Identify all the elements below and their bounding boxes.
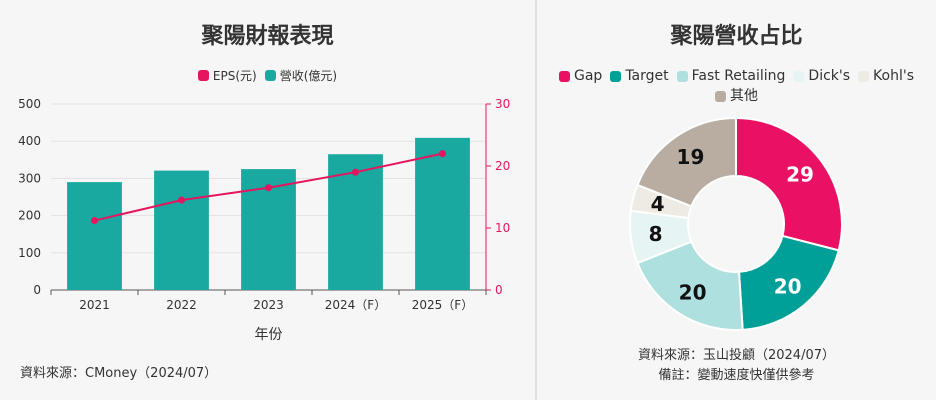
eps-point[interactable]	[352, 168, 359, 176]
pie-legend-item-3[interactable]: Dick's	[793, 66, 850, 86]
pie-slice-label: 20	[774, 274, 802, 298]
x-tick-label: 2021	[79, 298, 110, 312]
y-left-tick: 500	[18, 97, 41, 111]
revenue-bar[interactable]	[328, 154, 383, 290]
pie-slice[interactable]	[735, 116, 843, 252]
pie-slice-label: 19	[677, 145, 705, 169]
legend-swatch	[197, 70, 209, 81]
pie-slice-label: 8	[649, 222, 663, 246]
legend-label: EPS(元)	[212, 69, 257, 83]
x-axis-label: 年份	[255, 327, 283, 343]
revenue-share-source: 資料來源：玉山投顧（2024/07）	[637, 348, 835, 363]
revenue-bar[interactable]	[67, 182, 122, 290]
y-left-tick: 300	[18, 171, 41, 185]
x-tick-label: 2023	[253, 298, 284, 312]
pie-slice-label: 20	[679, 280, 707, 304]
pie-legend-label: Dick's	[808, 68, 851, 84]
y-left-tick: 200	[18, 209, 41, 223]
revenue-share-legend: Gap Target Fast Retailing Dick's Kohl's 其他	[547, 66, 926, 106]
pie-legend-swatch	[610, 70, 622, 82]
eps-point[interactable]	[91, 217, 98, 225]
pie-legend-item-0[interactable]: Gap	[558, 66, 603, 86]
pie-legend-swatch	[558, 70, 570, 82]
pie-legend-swatch	[793, 70, 805, 82]
legend-label: 營收(億元)	[279, 69, 338, 83]
pie-legend-item-2[interactable]: Fast Retailing	[676, 66, 786, 86]
pie-legend-swatch	[858, 70, 870, 82]
eps-point[interactable]	[178, 196, 185, 204]
x-tick-label: 2022	[166, 298, 197, 312]
pie-legend-swatch	[676, 70, 688, 82]
y-right-tick: 30	[495, 97, 510, 111]
y-left-tick: 100	[18, 246, 41, 260]
y-left-tick: 400	[18, 134, 41, 148]
eps-point[interactable]	[265, 184, 272, 192]
pie-slice[interactable]	[636, 116, 737, 208]
y-right-tick: 10	[495, 221, 510, 235]
pie-slice[interactable]	[636, 240, 744, 331]
pie-legend-item-5[interactable]: 其他	[715, 86, 758, 106]
financial-chart-title: 聚陽財報表現	[201, 24, 334, 49]
pie-slice[interactable]	[737, 234, 840, 331]
pie-legend-swatch	[715, 90, 726, 102]
eps-point[interactable]	[439, 150, 446, 158]
panel-divider	[535, 0, 537, 400]
financial-panel: 聚陽財報表現 EPS(元) 營收(億元) 0 100 200 300 400 500 0 10 2…	[0, 24, 535, 381]
y-left-tick: 0	[33, 283, 41, 297]
financial-source: 資料來源：CMoney（2024/07）	[20, 366, 218, 381]
financial-combo-chart: 0 100 200 300 400 500 0 10 20 30 2021 2022 2023 2024（…	[18, 97, 510, 343]
revenue-share-donut: 29 20 20 8 4 19	[629, 116, 843, 331]
pie-slice-label: 4	[651, 192, 665, 216]
revenue-share-title: 聚陽營收占比	[670, 24, 803, 49]
revenue-share-panel: 聚陽營收占比 Gap Target Fast Retailing Dick's Kohl…	[537, 0, 936, 400]
revenue-share-note: 備註：變動速度快僅供參考	[658, 368, 815, 383]
pie-legend-label: Gap	[573, 68, 603, 84]
y-right-tick: 0	[495, 283, 503, 297]
financial-legend: EPS(元) 營收(億元)	[0, 67, 535, 84]
legend-item-0[interactable]: EPS(元)	[197, 67, 257, 84]
pie-legend-item-4[interactable]: Kohl's	[858, 66, 914, 86]
y-right-tick: 20	[495, 159, 510, 173]
pie-legend-label: Kohl's	[873, 68, 915, 84]
pie-legend-label: Fast Retailing	[691, 68, 786, 84]
x-tick-label: 2025（F）	[412, 298, 473, 312]
pie-legend-label: Target	[625, 68, 669, 84]
revenue-bar[interactable]	[415, 137, 470, 290]
pie-legend-item-1[interactable]: Target	[610, 66, 669, 86]
x-tick-label: 2024（F）	[325, 298, 386, 312]
legend-swatch	[264, 70, 276, 81]
legend-item-1[interactable]: 營收(億元)	[264, 67, 338, 84]
pie-slice-label: 29	[786, 162, 814, 186]
revenue-bar[interactable]	[154, 170, 209, 290]
pie-legend-label: 其他	[730, 88, 758, 104]
